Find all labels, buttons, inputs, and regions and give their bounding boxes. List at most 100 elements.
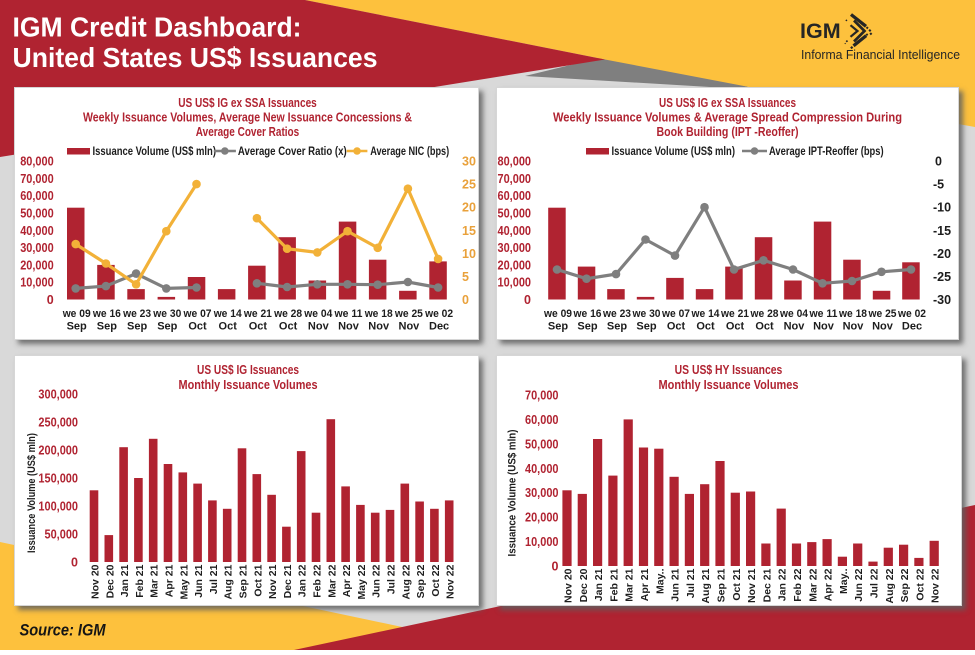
svg-text:Average Cover Ratios: Average Cover Ratios	[196, 125, 299, 139]
svg-text:10,000: 10,000	[525, 535, 559, 549]
svg-text:Dec: Dec	[429, 321, 449, 333]
svg-text:Nov 20: Nov 20	[563, 568, 575, 603]
svg-text:we 09: we 09	[543, 308, 572, 320]
svg-text:Informa Financial Intelligence: Informa Financial Intelligence	[801, 48, 960, 62]
svg-text:we 07: we 07	[661, 308, 690, 320]
svg-text:we 28: we 28	[750, 308, 779, 320]
svg-text:we 25: we 25	[394, 308, 423, 320]
svg-text:0: 0	[552, 560, 559, 574]
svg-text:200,000: 200,000	[38, 444, 78, 458]
svg-text:we 16: we 16	[92, 308, 121, 320]
svg-text:10,000: 10,000	[498, 276, 532, 290]
svg-text:May..: May..	[838, 568, 850, 594]
svg-text:Sep: Sep	[548, 321, 568, 333]
svg-text:80,000: 80,000	[498, 155, 532, 169]
svg-text:-25: -25	[933, 270, 951, 284]
svg-text:20,000: 20,000	[525, 511, 559, 525]
svg-text:Sep: Sep	[67, 321, 87, 333]
svg-text:we 28: we 28	[273, 308, 302, 320]
svg-text:Aug 22: Aug 22	[884, 568, 896, 603]
svg-text:Average Cover Ratio (x): Average Cover Ratio (x)	[238, 144, 347, 158]
svg-text:we 25: we 25	[868, 308, 897, 320]
svg-text:250,000: 250,000	[38, 416, 78, 430]
svg-text:Weekly Issuance Volumes & Aver: Weekly Issuance Volumes & Average Spread…	[553, 111, 902, 125]
svg-text:Jun 21: Jun 21	[670, 568, 682, 601]
svg-text:Sep 22: Sep 22	[415, 564, 427, 598]
svg-text:50,000: 50,000	[525, 437, 559, 451]
svg-text:30,000: 30,000	[498, 241, 532, 255]
svg-text:Sep: Sep	[127, 321, 147, 333]
svg-text:Sep: Sep	[97, 321, 117, 333]
svg-text:-20: -20	[933, 247, 951, 261]
svg-text:Jun 22: Jun 22	[371, 564, 383, 597]
svg-text:Apr 22: Apr 22	[823, 568, 835, 601]
svg-text:150,000: 150,000	[38, 472, 78, 486]
svg-text:Sep 21: Sep 21	[238, 564, 250, 598]
svg-text:40,000: 40,000	[525, 462, 559, 476]
svg-text:Jan 22: Jan 22	[297, 564, 309, 597]
svg-text:50,000: 50,000	[20, 206, 54, 220]
svg-text:Dec 20: Dec 20	[578, 568, 590, 602]
svg-text:Nov: Nov	[813, 321, 835, 333]
svg-text:Monthly Issuance Volumes: Monthly Issuance Volumes	[659, 378, 799, 392]
svg-text:Jan 21: Jan 21	[119, 564, 131, 597]
svg-text:15: 15	[462, 224, 476, 238]
svg-text:Oct 21: Oct 21	[252, 564, 264, 596]
svg-text:we 30: we 30	[152, 308, 181, 320]
svg-text:Mar 21: Mar 21	[624, 568, 636, 601]
svg-text:we 18: we 18	[838, 308, 867, 320]
svg-text:Apr 21: Apr 21	[164, 564, 176, 597]
svg-text:Nov: Nov	[872, 321, 894, 333]
svg-text:Oct: Oct	[188, 321, 207, 333]
svg-text:Jan 21: Jan 21	[593, 568, 605, 601]
svg-text:Nov: Nov	[338, 321, 360, 333]
svg-text:Sep 21: Sep 21	[716, 568, 728, 602]
svg-text:50,000: 50,000	[45, 528, 79, 542]
svg-text:Nov: Nov	[843, 321, 865, 333]
svg-text:40,000: 40,000	[498, 224, 532, 238]
svg-text:Issuance Volume (US$ mln): Issuance Volume (US$ mln)	[507, 429, 519, 556]
svg-text:Issuance Volume (US$ mln): Issuance Volume (US$ mln)	[612, 144, 736, 158]
svg-text:Nov 22: Nov 22	[930, 568, 942, 603]
svg-text:Average IPT-Reoffer (bps): Average IPT-Reoffer (bps)	[769, 144, 884, 158]
svg-text:40,000: 40,000	[20, 224, 54, 238]
svg-text:0: 0	[47, 293, 54, 307]
svg-text:we 07: we 07	[183, 308, 212, 320]
svg-text:Oct: Oct	[279, 321, 298, 333]
svg-text:80,000: 80,000	[20, 155, 54, 169]
svg-text:Jun 22: Jun 22	[853, 568, 865, 601]
svg-text:Oct 21: Oct 21	[731, 568, 743, 600]
svg-text:Aug 21: Aug 21	[223, 564, 235, 599]
svg-text:we 21: we 21	[243, 308, 272, 320]
svg-text:Sep: Sep	[577, 321, 597, 333]
svg-text:10,000: 10,000	[20, 276, 54, 290]
svg-text:0: 0	[524, 293, 531, 307]
svg-text:Aug 22: Aug 22	[400, 564, 412, 599]
svg-text:May 22: May 22	[356, 564, 368, 599]
svg-text:Feb 21: Feb 21	[608, 568, 620, 601]
svg-text:70,000: 70,000	[525, 389, 559, 403]
svg-text:we 14: we 14	[213, 308, 243, 320]
svg-text:IGM: IGM	[800, 19, 841, 43]
svg-text:Sep: Sep	[607, 321, 627, 333]
svg-text:we 04: we 04	[779, 308, 809, 320]
svg-text:20: 20	[462, 201, 476, 215]
svg-text:Nov 21: Nov 21	[267, 564, 279, 599]
svg-text:-5: -5	[933, 178, 944, 192]
svg-text:we 23: we 23	[122, 308, 151, 320]
svg-text:Sep 22: Sep 22	[899, 568, 911, 602]
svg-text:-15: -15	[933, 224, 951, 238]
svg-text:100,000: 100,000	[38, 500, 78, 514]
svg-text:20,000: 20,000	[20, 258, 54, 272]
svg-text:Jul 21: Jul 21	[208, 564, 220, 594]
svg-text:50,000: 50,000	[498, 206, 532, 220]
svg-text:May 21: May 21	[178, 564, 190, 599]
svg-text:Oct: Oct	[696, 321, 715, 333]
svg-text:Nov: Nov	[308, 321, 330, 333]
svg-text:30,000: 30,000	[20, 241, 54, 255]
svg-text:Nov: Nov	[368, 321, 390, 333]
svg-text:Sep: Sep	[157, 321, 177, 333]
svg-text:Nov: Nov	[399, 321, 421, 333]
svg-text:Sep: Sep	[636, 321, 656, 333]
svg-text:Feb 21: Feb 21	[134, 564, 146, 597]
